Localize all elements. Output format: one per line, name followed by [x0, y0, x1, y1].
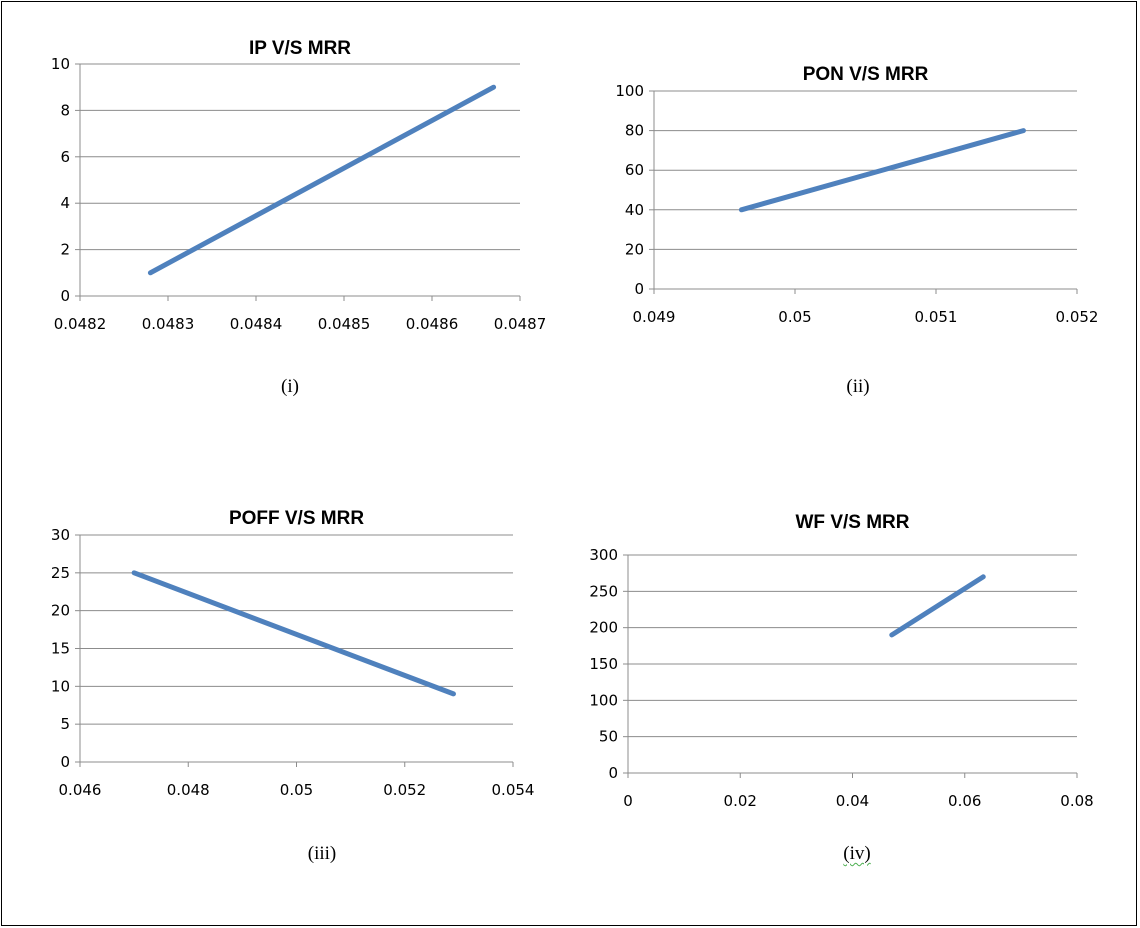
x-tick-label: 0.0484 — [230, 315, 283, 333]
y-tick-label: 30 — [51, 526, 70, 544]
y-tick-label: 10 — [51, 677, 70, 695]
y-tick-label: 0 — [634, 280, 644, 298]
x-tick-label: 0.0482 — [54, 315, 107, 333]
x-tick-label: 0.048 — [167, 781, 210, 799]
series-line — [738, 128, 1026, 213]
x-tick-label: 0.0486 — [406, 315, 459, 333]
y-tick-label: 200 — [589, 619, 618, 637]
y-tick-label: 2 — [60, 241, 70, 259]
chart-title: PON V/S MRR — [803, 64, 929, 85]
y-tick-label: 100 — [615, 82, 644, 100]
x-tick-label: 0.0485 — [318, 315, 371, 333]
chart-title: POFF V/S MRR — [229, 508, 364, 529]
chart-title: WF V/S MRR — [796, 512, 910, 533]
y-tick-label: 4 — [60, 194, 70, 212]
y-tick-label: 50 — [599, 728, 618, 746]
chart-1-caption: (i) — [281, 376, 299, 397]
chart-title: IP V/S MRR — [249, 38, 351, 59]
y-tick-label: 60 — [625, 161, 644, 179]
y-tick-label: 100 — [589, 691, 618, 709]
y-tick-label: 300 — [589, 546, 618, 564]
y-tick-label: 150 — [589, 655, 618, 673]
y-tick-label: 10 — [51, 55, 70, 73]
x-tick-label: 0.05 — [280, 781, 313, 799]
x-tick-label: 0.046 — [59, 781, 102, 799]
x-tick-label: 0.0487 — [494, 315, 547, 333]
x-tick-label: 0 — [623, 792, 633, 810]
y-tick-label: 0 — [60, 287, 70, 305]
x-tick-label: 0.02 — [724, 792, 757, 810]
y-tick-label: 8 — [60, 101, 70, 119]
x-tick-label: 0.049 — [633, 308, 676, 326]
x-tick-label: 0.052 — [383, 781, 426, 799]
chart-3-caption: (iii) — [307, 843, 337, 864]
y-tick-label: 40 — [625, 201, 644, 219]
x-tick-label: 0.08 — [1060, 792, 1093, 810]
y-tick-label: 15 — [51, 640, 70, 658]
y-tick-label: 250 — [589, 582, 618, 600]
y-tick-label: 20 — [625, 240, 644, 258]
x-tick-label: 0.0483 — [142, 315, 195, 333]
series-line — [889, 574, 986, 638]
x-tick-label: 0.06 — [948, 792, 981, 810]
x-tick-label: 0.052 — [1056, 308, 1099, 326]
y-tick-label: 20 — [51, 602, 70, 620]
x-tick-label: 0.054 — [492, 781, 535, 799]
series-line — [147, 84, 497, 276]
chart-4-caption: (iv) — [843, 843, 871, 864]
x-tick-label: 0.05 — [778, 308, 811, 326]
chart-2-caption: (ii) — [846, 376, 870, 397]
x-tick-label: 0.051 — [915, 308, 958, 326]
x-tick-label: 0.04 — [836, 792, 869, 810]
series-line — [131, 570, 456, 697]
y-tick-label: 0 — [60, 753, 70, 771]
y-tick-label: 25 — [51, 564, 70, 582]
y-tick-label: 5 — [60, 715, 70, 733]
y-tick-label: 0 — [608, 764, 618, 782]
y-tick-label: 80 — [625, 122, 644, 140]
y-tick-label: 6 — [60, 148, 70, 166]
